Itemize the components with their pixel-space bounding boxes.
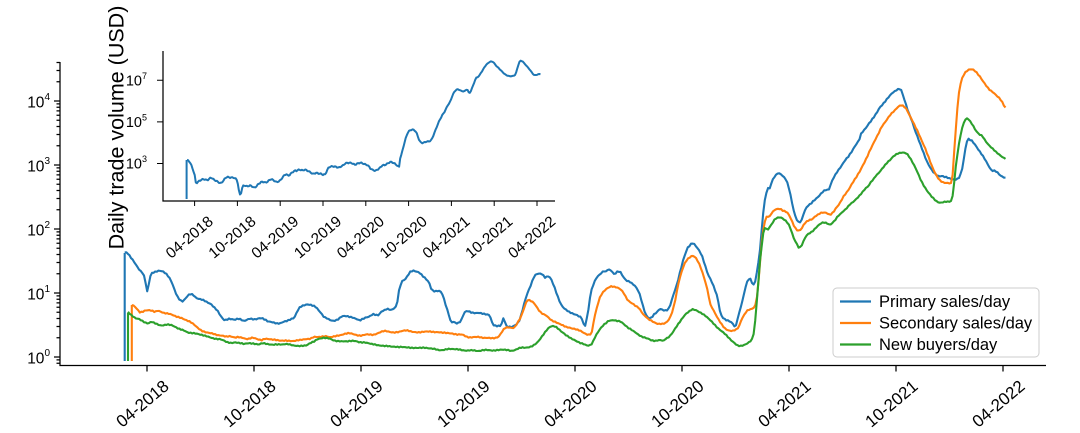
svg-text:Primary sales/day: Primary sales/day (879, 293, 1011, 311)
svg-text:Secondary sales/day: Secondary sales/day (879, 315, 1033, 333)
svg-text:New buyers/day: New buyers/day (879, 336, 998, 354)
svg-text:103: 103 (126, 154, 147, 173)
svg-text:105: 105 (126, 112, 147, 130)
svg-text:107: 107 (126, 71, 147, 90)
svg-text:Daily trade volume (USD): Daily trade volume (USD) (105, 6, 129, 250)
